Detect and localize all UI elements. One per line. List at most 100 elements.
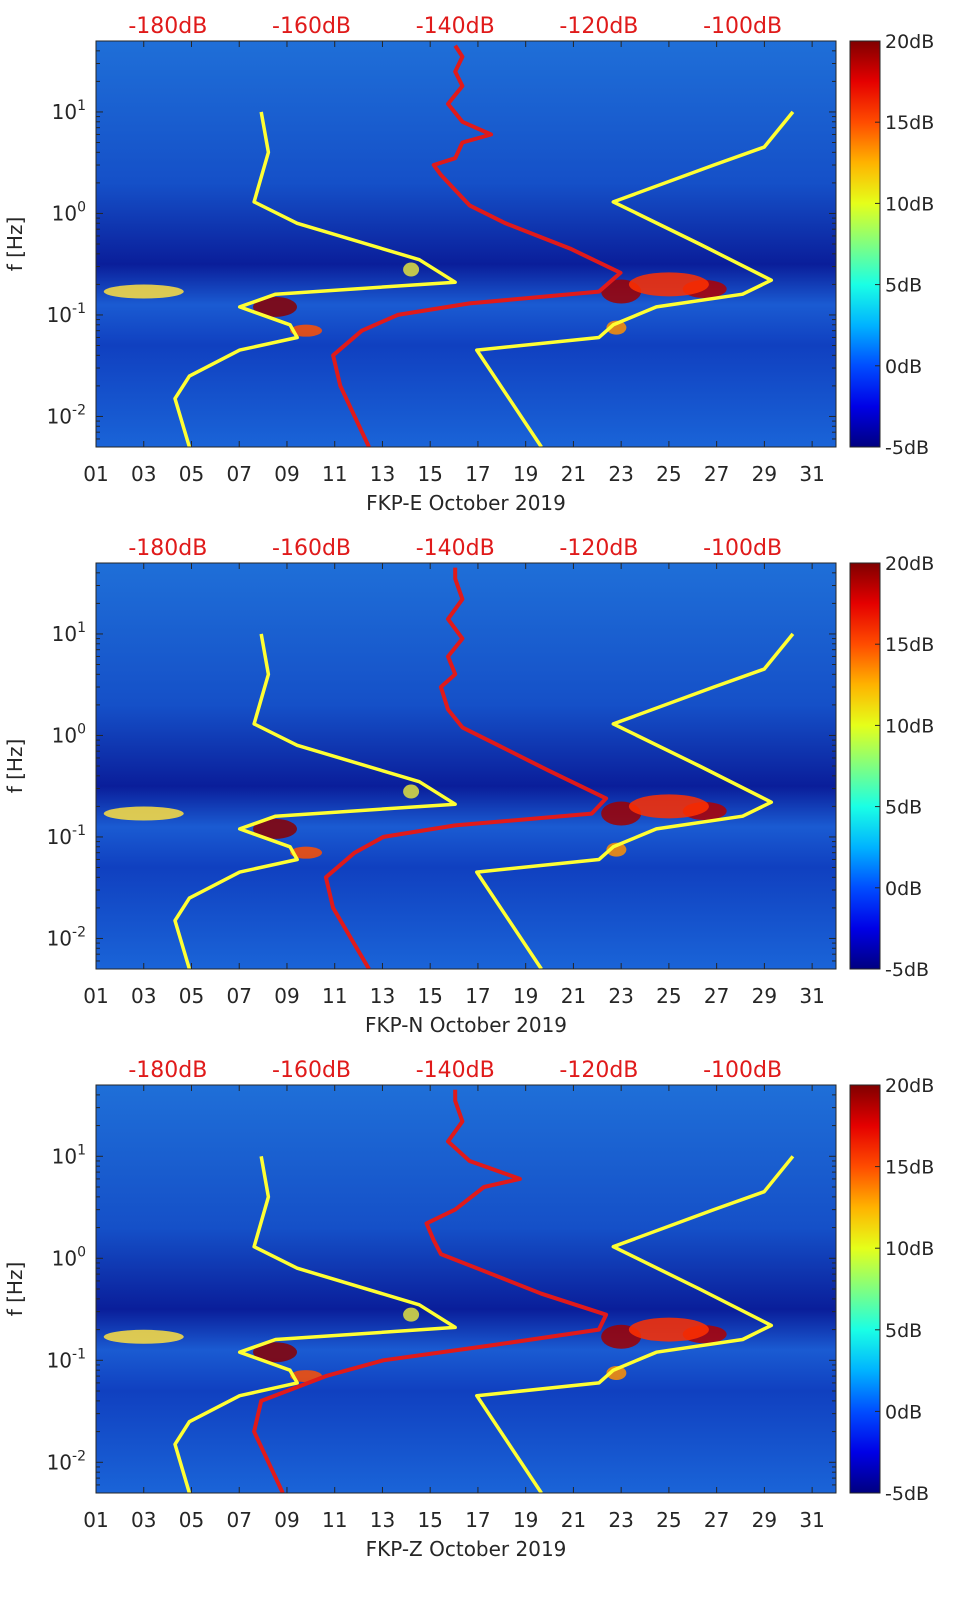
y-axis-label: f [Hz] xyxy=(3,217,27,272)
spectrogram-hotspot xyxy=(628,794,709,819)
x-tick-label: 21 xyxy=(561,1508,586,1532)
colorbar-tick-label: 20dB xyxy=(885,1075,934,1097)
x-tick-label: 03 xyxy=(131,984,156,1008)
y-tick-label: 10-2 xyxy=(47,402,86,428)
spectrogram-background xyxy=(96,41,836,447)
top-db-tick-label: -120dB xyxy=(559,14,638,39)
spectrogram-hotspot xyxy=(253,296,298,317)
x-tick-label: 05 xyxy=(179,984,204,1008)
colorbar xyxy=(849,1084,881,1494)
x-tick-label: 01 xyxy=(83,984,108,1008)
x-tick-label: 11 xyxy=(322,984,347,1008)
noise-model-curve-yellow xyxy=(173,633,457,969)
spectrogram-hotspot xyxy=(606,320,627,335)
colorbar-tick-label: 0dB xyxy=(885,356,922,378)
x-tick-label: 31 xyxy=(799,984,824,1008)
x-tick-label: 19 xyxy=(513,984,538,1008)
y-tick-label: 10-1 xyxy=(47,1346,86,1372)
x-tick-label: 29 xyxy=(752,462,777,486)
spectrogram-hotspot xyxy=(403,1307,420,1322)
spectrogram-hotspot xyxy=(290,846,323,859)
x-tick-label: 15 xyxy=(417,462,442,486)
panel-3: 01 03 05 07 09 11 13 15 17 19 21 23 25 27 29 31 FKP-Z Oc… xyxy=(3,1058,934,1561)
colorbar-tick-label: -5dB xyxy=(885,959,929,981)
x-tick-label: 13 xyxy=(370,1508,395,1532)
x-axis-label: FKP-E October 2019 xyxy=(366,491,566,515)
top-db-tick-label: -100dB xyxy=(703,1058,782,1083)
x-tick-label: 21 xyxy=(561,462,586,486)
x-tick-label: 01 xyxy=(83,1508,108,1532)
colorbar-tick-label: 5dB xyxy=(885,1320,922,1342)
x-tick-label: 27 xyxy=(704,1508,729,1532)
top-db-tick-label: -140dB xyxy=(416,1058,495,1083)
x-tick-label: 25 xyxy=(656,1508,681,1532)
spectrogram-hotspot xyxy=(103,806,184,821)
x-tick-label: 07 xyxy=(226,1508,251,1532)
colorbar-tick-label: 20dB xyxy=(885,553,934,575)
top-db-tick-label: -180dB xyxy=(128,1058,207,1083)
x-tick-label: 19 xyxy=(513,1508,538,1532)
noise-model-curve-yellow xyxy=(173,111,457,447)
noise-psd-curve-red xyxy=(331,44,623,447)
top-db-tick-label: -140dB xyxy=(416,14,495,39)
x-tick-label: 31 xyxy=(799,1508,824,1532)
x-tick-label: 13 xyxy=(370,984,395,1008)
x-tick-label: 29 xyxy=(752,984,777,1008)
x-tick-label: 09 xyxy=(274,984,299,1008)
x-tick-label: 19 xyxy=(513,462,538,486)
x-tick-label: 05 xyxy=(179,1508,204,1532)
spectrogram-hotspot xyxy=(253,1342,298,1363)
spectrogram-background xyxy=(96,563,836,969)
top-db-tick-label: -100dB xyxy=(703,14,782,39)
y-tick-label: 100 xyxy=(52,1244,86,1270)
y-tick-label: 101 xyxy=(52,1142,86,1168)
noise-psd-curve-red xyxy=(323,567,609,969)
spectrogram-hotspot xyxy=(290,324,323,337)
spectrogram-hotspot xyxy=(403,784,420,799)
top-db-tick-label: -180dB xyxy=(128,536,207,561)
spectrogram-hotspot xyxy=(103,284,184,299)
x-tick-label: 23 xyxy=(608,1508,633,1532)
top-db-tick-label: -100dB xyxy=(703,536,782,561)
x-tick-label: 17 xyxy=(465,462,490,486)
colorbar-tick-label: 15dB xyxy=(885,1157,934,1179)
y-tick-label: 10-2 xyxy=(47,924,86,950)
spectrogram-hotspot xyxy=(606,842,627,857)
x-tick-label: 03 xyxy=(131,462,156,486)
spectrogram-hotspot xyxy=(628,1317,709,1342)
colorbar-tick-label: 10dB xyxy=(885,715,934,737)
colorbar xyxy=(849,562,881,970)
x-tick-label: 27 xyxy=(704,462,729,486)
top-db-tick-label: -160dB xyxy=(272,1058,351,1083)
y-axis-label: f [Hz] xyxy=(3,1262,27,1317)
x-tick-label: 17 xyxy=(465,1508,490,1532)
colorbar-tick-label: 0dB xyxy=(885,878,922,900)
panel-1: 01 03 05 07 09 11 13 15 17 19 21 23 25 27 29 31 FKP-E Oc… xyxy=(3,14,934,515)
colorbar-tick-label: 20dB xyxy=(885,31,934,53)
x-tick-label: 05 xyxy=(179,462,204,486)
spectrogram-hotspot xyxy=(606,1366,627,1381)
colorbar-tick-label: 5dB xyxy=(885,797,922,819)
x-tick-label: 15 xyxy=(417,1508,442,1532)
x-tick-label: 31 xyxy=(799,462,824,486)
noise-model-curve-yellow xyxy=(475,110,795,447)
y-tick-label: 10-2 xyxy=(47,1448,86,1474)
colorbar-tick-label: 15dB xyxy=(885,112,934,134)
colorbar-tick-label: 5dB xyxy=(885,275,922,297)
x-tick-label: 23 xyxy=(608,984,633,1008)
noise-psd-curve-red xyxy=(252,1089,609,1493)
y-tick-label: 10-1 xyxy=(47,823,86,849)
y-tick-label: 101 xyxy=(52,98,86,124)
spectrogram-hotspot xyxy=(103,1329,184,1344)
x-tick-label: 09 xyxy=(274,462,299,486)
x-tick-label: 11 xyxy=(322,462,347,486)
colorbar-tick-label: 10dB xyxy=(885,1238,934,1260)
x-tick-label: 15 xyxy=(417,984,442,1008)
noise-model-curve-yellow xyxy=(475,632,795,969)
top-db-tick-label: -180dB xyxy=(128,14,207,39)
top-db-tick-label: -160dB xyxy=(272,14,351,39)
colorbar-tick-label: 15dB xyxy=(885,634,934,656)
x-tick-label: 17 xyxy=(465,984,490,1008)
x-axis-label: FKP-N October 2019 xyxy=(365,1013,567,1037)
